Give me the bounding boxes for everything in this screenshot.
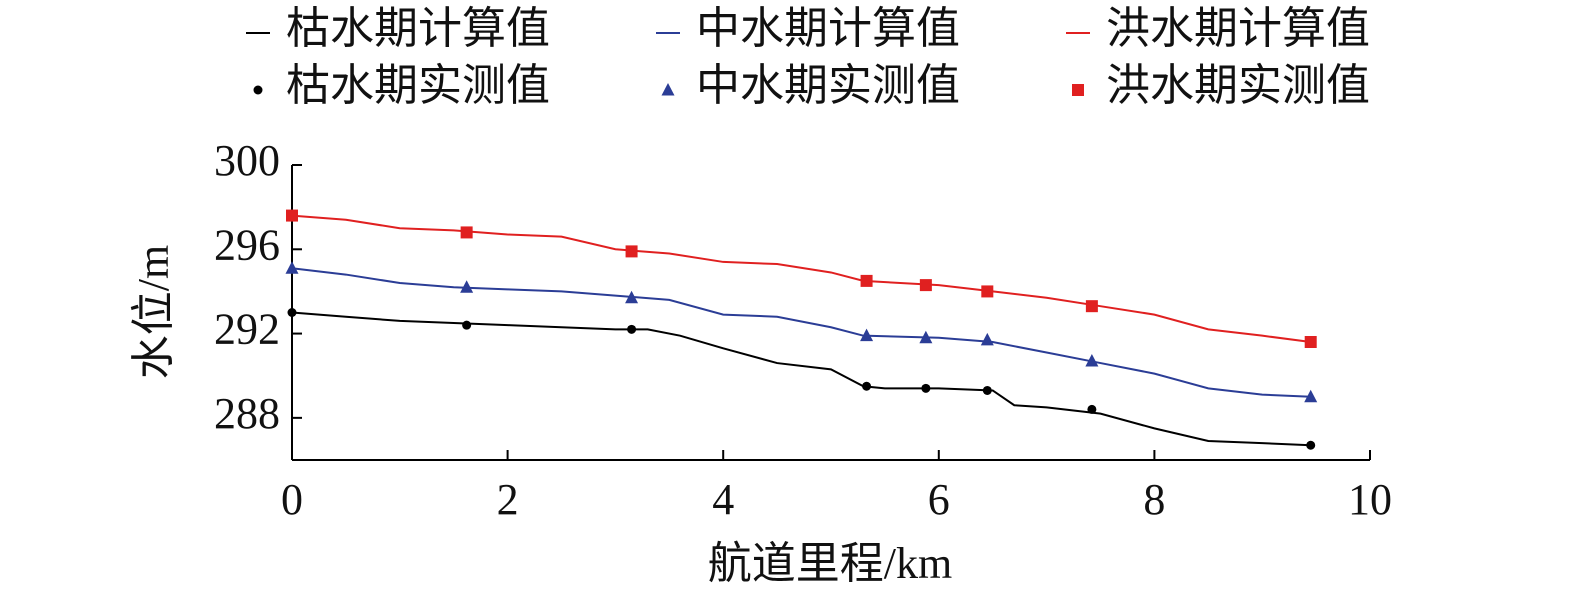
legend-swatch <box>253 85 263 95</box>
x-tick-label: 4 <box>712 475 734 524</box>
data-point <box>286 209 298 222</box>
legend-label: 洪水期计算值 <box>1106 4 1370 53</box>
data-point <box>982 385 992 395</box>
legend-label: 洪水期实测值 <box>1106 61 1370 110</box>
data-point <box>627 324 637 334</box>
legend-swatch <box>1072 84 1084 96</box>
data-point <box>919 330 933 344</box>
data-point <box>462 320 472 330</box>
data-point <box>860 274 873 287</box>
series-line <box>291 267 1311 398</box>
y-tick-label: 296 <box>214 220 280 269</box>
data-point <box>460 280 474 293</box>
data-point <box>921 383 931 393</box>
data-point <box>287 308 297 317</box>
x-tick-label: 8 <box>1143 475 1165 524</box>
legend-label: 中水期实测值 <box>696 61 960 110</box>
data-point <box>625 245 638 258</box>
legend-swatch <box>661 83 675 96</box>
data-point <box>460 226 473 239</box>
data-point <box>919 279 932 292</box>
x-tick-label: 2 <box>497 475 519 524</box>
y-tick-label: 288 <box>214 389 280 438</box>
data-point <box>1304 336 1317 348</box>
legend-label: 枯水期计算值 <box>286 4 550 53</box>
data-point <box>1085 300 1098 313</box>
data-point <box>860 328 874 342</box>
x-tick-label: 10 <box>1348 475 1392 524</box>
data-point <box>1087 404 1097 414</box>
series-line <box>291 311 1311 447</box>
data-point <box>980 332 994 346</box>
data-point <box>1306 440 1316 450</box>
data-point <box>862 381 872 391</box>
data-point <box>1304 389 1318 403</box>
data-point <box>1085 353 1099 367</box>
x-axis-title: 航道里程/km <box>708 539 952 588</box>
data-point <box>981 285 994 298</box>
data-point <box>285 261 299 274</box>
legend-label: 枯水期实测值 <box>286 61 550 110</box>
y-axis-title: 水位/m <box>129 245 178 379</box>
x-tick-label: 0 <box>281 475 303 524</box>
data-point <box>625 290 639 304</box>
legend-label: 中水期计算值 <box>696 4 960 53</box>
x-tick-label: 6 <box>928 475 950 524</box>
y-tick-label: 292 <box>214 305 280 354</box>
y-tick-label: 300 <box>214 136 280 185</box>
